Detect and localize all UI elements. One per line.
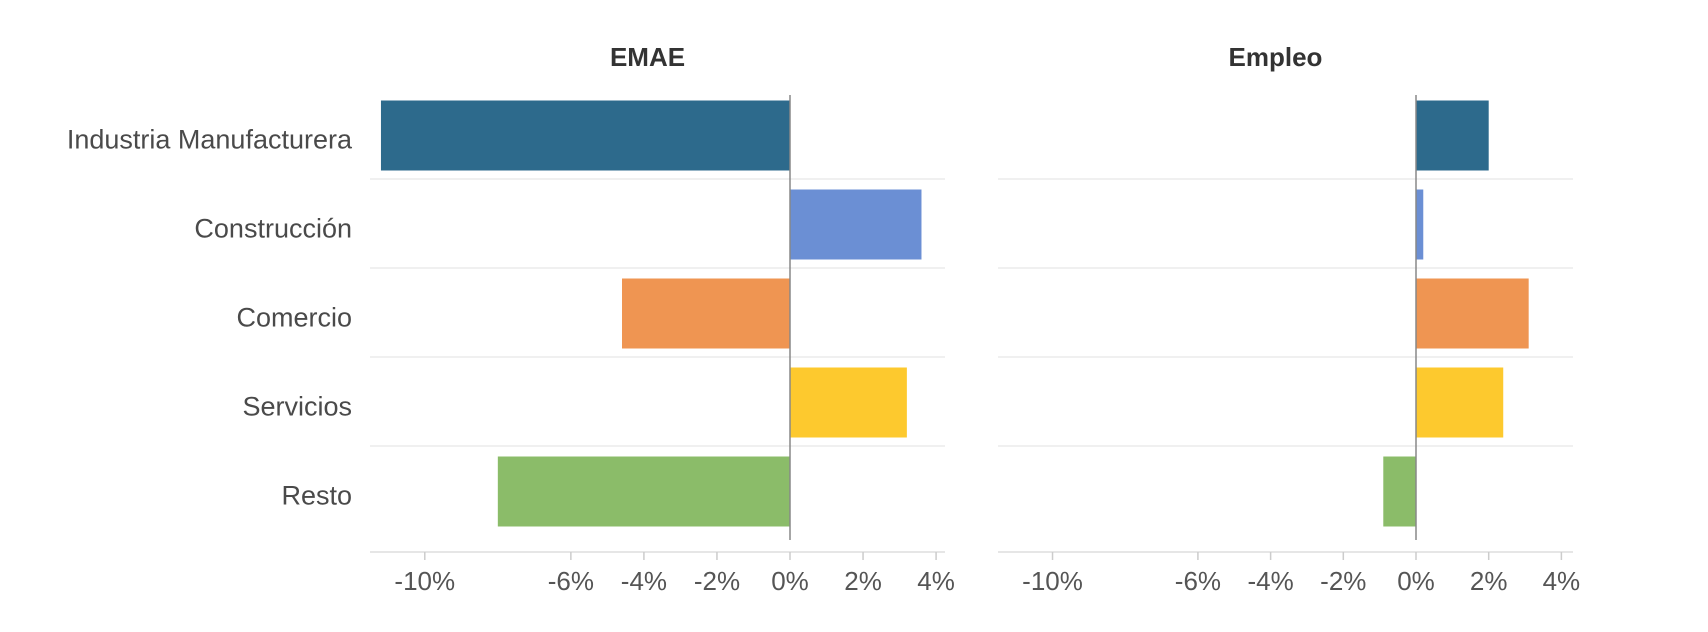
x-tick-label: -6% [1175,566,1221,596]
category-label: Construcción [194,214,352,244]
x-tick-label: -10% [394,566,455,596]
x-tick-label: 2% [844,566,882,596]
panels: EMAE-10% -6% -4% -2% 0% 2% 4%Empleo-10% -6% -4% -… [370,42,1580,596]
category-label: Resto [281,481,352,511]
x-tick-label: -10% [1022,566,1083,596]
bar [380,100,790,171]
x-tick-label: 2% [1470,566,1508,596]
x-tick-label: -4% [621,566,667,596]
bar [790,367,907,438]
bar [1416,189,1424,260]
x-tick-label: -6% [548,566,594,596]
x-tick-label: 4% [917,566,955,596]
x-tick-label: 0% [771,566,809,596]
panel-title: EMAE [610,42,685,72]
panel-empleo: Empleo -10% -6% -4% -2% 0% 2% 4% [998,42,1580,596]
category-label: Industria Manufacturera [67,125,353,155]
x-tick-label: -2% [1320,566,1366,596]
x-tick-label: -2% [694,566,740,596]
category-label: Comercio [236,303,352,333]
bar [1416,100,1489,171]
bar [497,456,790,527]
category-labels: Industria Manufacturera Construcción Comer… [67,125,353,511]
bar [1416,278,1529,349]
bar [622,278,790,349]
x-tick-label: 4% [1543,566,1581,596]
panel-emae: EMAE -10% -6% -4% -2% 0% 2% 4% [370,42,955,596]
category-label: Servicios [242,392,352,422]
x-tick-label: 0% [1397,566,1435,596]
panel-title: Empleo [1229,42,1323,72]
bar [790,189,922,260]
bar [1383,456,1416,527]
bar [1416,367,1504,438]
x-tick-label: -4% [1247,566,1293,596]
